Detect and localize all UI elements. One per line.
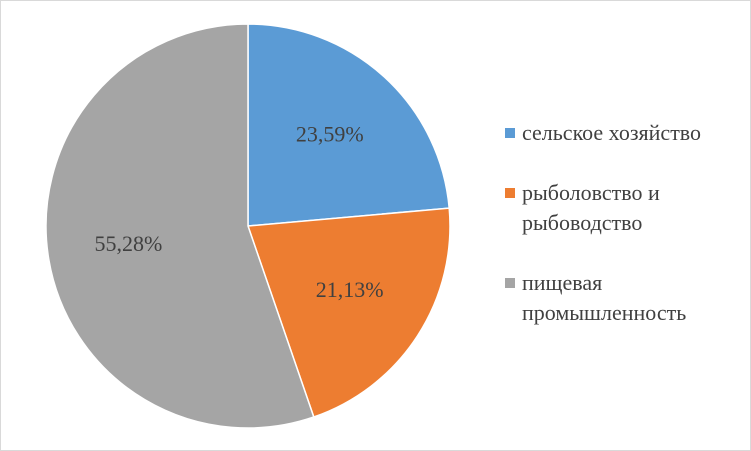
legend-item-food-industry: пищевая промышленность bbox=[505, 268, 745, 328]
legend-item-agriculture: сельское хозяйство bbox=[505, 118, 745, 148]
data-label-food-industry: 55,28% bbox=[95, 231, 163, 256]
slice-fishing bbox=[246, 207, 451, 418]
chart-legend: сельское хозяйство рыболовство и рыбовод… bbox=[505, 118, 745, 328]
legend-label: рыболовство и рыбоводство bbox=[522, 180, 660, 235]
legend-item-fishing: рыболовство и рыбоводство bbox=[505, 178, 745, 238]
slice-food-industry bbox=[45, 23, 315, 429]
legend-swatch bbox=[505, 278, 515, 288]
legend-swatch bbox=[505, 188, 515, 198]
legend-label: пищевая промышленность bbox=[522, 270, 687, 325]
legend-label: сельское хозяйство bbox=[522, 120, 702, 145]
slice-agriculture bbox=[247, 23, 451, 227]
legend-swatch bbox=[505, 128, 515, 138]
data-label-agriculture: 23,59% bbox=[296, 122, 364, 147]
data-label-fishing: 21,13% bbox=[316, 277, 384, 302]
